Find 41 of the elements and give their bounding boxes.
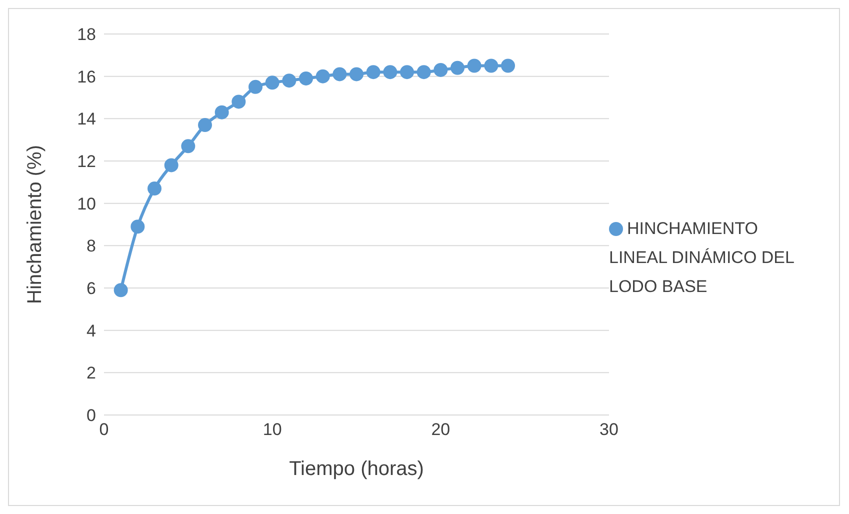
point xyxy=(198,118,212,132)
x-tick-label: 0 xyxy=(99,420,109,440)
point xyxy=(164,158,178,172)
y-tick-label: 18 xyxy=(77,25,96,44)
point xyxy=(299,71,313,86)
point xyxy=(130,220,145,234)
legend-label: HINCHAMIENTO LINEAL DINÁMICO DEL LODO BASE xyxy=(609,218,794,296)
point xyxy=(434,62,448,77)
y-axis-title: Hinchamiento (%) xyxy=(24,145,46,304)
y-tick-label: 2 xyxy=(86,364,96,383)
y-tick-label: 6 xyxy=(86,279,96,298)
y-tick-label: 12 xyxy=(77,152,96,172)
x-tick-label: 20 xyxy=(431,420,450,440)
point xyxy=(450,60,464,75)
point xyxy=(484,58,498,73)
point xyxy=(467,58,482,73)
point xyxy=(366,65,380,80)
point xyxy=(232,94,246,109)
point xyxy=(181,139,196,154)
point xyxy=(282,74,296,88)
y-tick-label: 4 xyxy=(86,321,96,340)
point xyxy=(383,65,398,80)
y-tick-label: 14 xyxy=(77,110,96,129)
point xyxy=(114,283,128,298)
x-tick-label: 10 xyxy=(262,420,282,440)
y-tick-label: 0 xyxy=(86,406,96,426)
point xyxy=(316,69,330,84)
point xyxy=(214,105,229,120)
point xyxy=(148,182,162,196)
y-tick-label: 10 xyxy=(77,194,96,214)
point xyxy=(350,67,364,82)
point xyxy=(332,67,347,82)
point xyxy=(501,58,515,73)
y-tick-label: 16 xyxy=(77,67,96,86)
x-tick-label: 30 xyxy=(600,420,618,440)
y-tick-label: 8 xyxy=(86,236,96,256)
point xyxy=(248,80,262,94)
x-axis-title: Tiempo (horas) xyxy=(289,458,424,480)
point xyxy=(416,65,431,80)
point xyxy=(400,65,414,80)
point xyxy=(265,76,280,90)
